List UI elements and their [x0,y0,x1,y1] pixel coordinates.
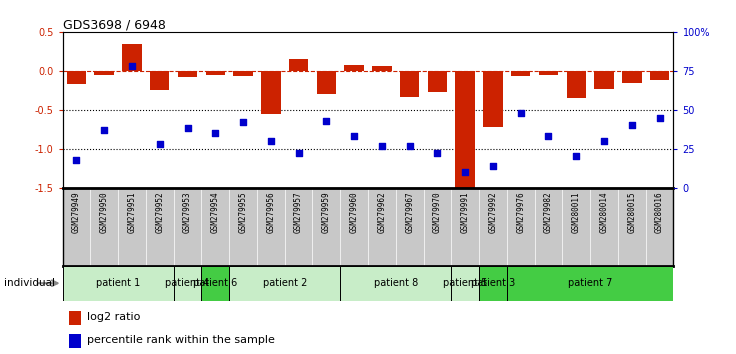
Point [654,115,665,120]
Point [542,133,554,139]
Text: GSM279949: GSM279949 [72,192,81,233]
Bar [456,71,475,189]
Point [598,138,610,144]
Point [126,63,138,69]
Bar [229,266,340,301]
Text: patient 5: patient 5 [443,278,487,288]
Text: GSM279962: GSM279962 [378,192,386,233]
Bar [511,71,531,76]
Bar [67,71,86,84]
Text: patient 4: patient 4 [166,278,210,288]
Bar [340,266,451,301]
Bar [484,71,503,127]
Bar [567,71,586,98]
Point [348,133,360,139]
Point [182,126,194,131]
Point [265,138,277,144]
Text: GSM279991: GSM279991 [461,192,470,233]
Point [376,143,388,148]
Bar [63,266,174,301]
Point [626,122,637,128]
Text: GSM279982: GSM279982 [544,192,553,233]
Point [515,110,527,116]
Text: GSM279954: GSM279954 [210,192,220,233]
Point [487,163,499,169]
Bar [316,71,336,94]
Text: GSM280015: GSM280015 [627,192,637,233]
Text: GSM279992: GSM279992 [489,192,498,233]
Text: patient 8: patient 8 [374,278,418,288]
Text: patient 3: patient 3 [471,278,515,288]
Text: GSM279951: GSM279951 [127,192,136,233]
Bar [372,66,392,71]
Bar [507,266,673,301]
Text: GSM280016: GSM280016 [655,192,664,233]
Bar [622,71,642,83]
Text: GSM279960: GSM279960 [350,192,358,233]
Text: GDS3698 / 6948: GDS3698 / 6948 [63,19,166,32]
Text: log2 ratio: log2 ratio [87,312,141,322]
Text: GSM279953: GSM279953 [183,192,192,233]
Bar [539,71,558,75]
Bar [261,71,280,114]
Bar [428,71,447,92]
Bar [451,266,479,301]
Bar [68,312,81,325]
Text: GSM279950: GSM279950 [99,192,109,233]
Point [154,141,166,147]
Text: GSM279957: GSM279957 [294,192,303,233]
Text: percentile rank within the sample: percentile rank within the sample [87,335,275,346]
Text: GSM279976: GSM279976 [516,192,526,233]
Text: GSM279952: GSM279952 [155,192,164,233]
Text: GSM279970: GSM279970 [433,192,442,233]
Bar [594,71,614,90]
Bar [202,266,229,301]
Point [71,157,82,162]
Text: patient 2: patient 2 [263,278,307,288]
Point [459,169,471,175]
Bar [344,65,364,71]
Text: patient 6: patient 6 [193,278,238,288]
Bar [94,71,114,75]
Point [293,150,305,156]
Point [404,143,416,148]
Bar [479,266,507,301]
Point [320,118,332,124]
Bar [150,71,169,90]
Text: GSM279955: GSM279955 [238,192,247,233]
Bar [174,266,202,301]
Bar [289,59,308,71]
Bar [233,71,252,76]
Text: GSM279959: GSM279959 [322,192,331,233]
Text: GSM279956: GSM279956 [266,192,275,233]
Bar [122,44,142,71]
Text: GSM280011: GSM280011 [572,192,581,233]
Point [237,119,249,125]
Bar [400,71,420,97]
Text: GSM279967: GSM279967 [405,192,414,233]
Bar [68,334,81,348]
Bar [178,71,197,77]
Text: individual: individual [4,278,54,288]
Point [570,154,582,159]
Text: patient 1: patient 1 [96,278,141,288]
Text: GSM280014: GSM280014 [600,192,609,233]
Text: patient 7: patient 7 [568,278,612,288]
Bar [650,71,669,80]
Point [431,150,443,156]
Point [210,130,222,136]
Bar [205,71,225,75]
Point [99,127,110,133]
